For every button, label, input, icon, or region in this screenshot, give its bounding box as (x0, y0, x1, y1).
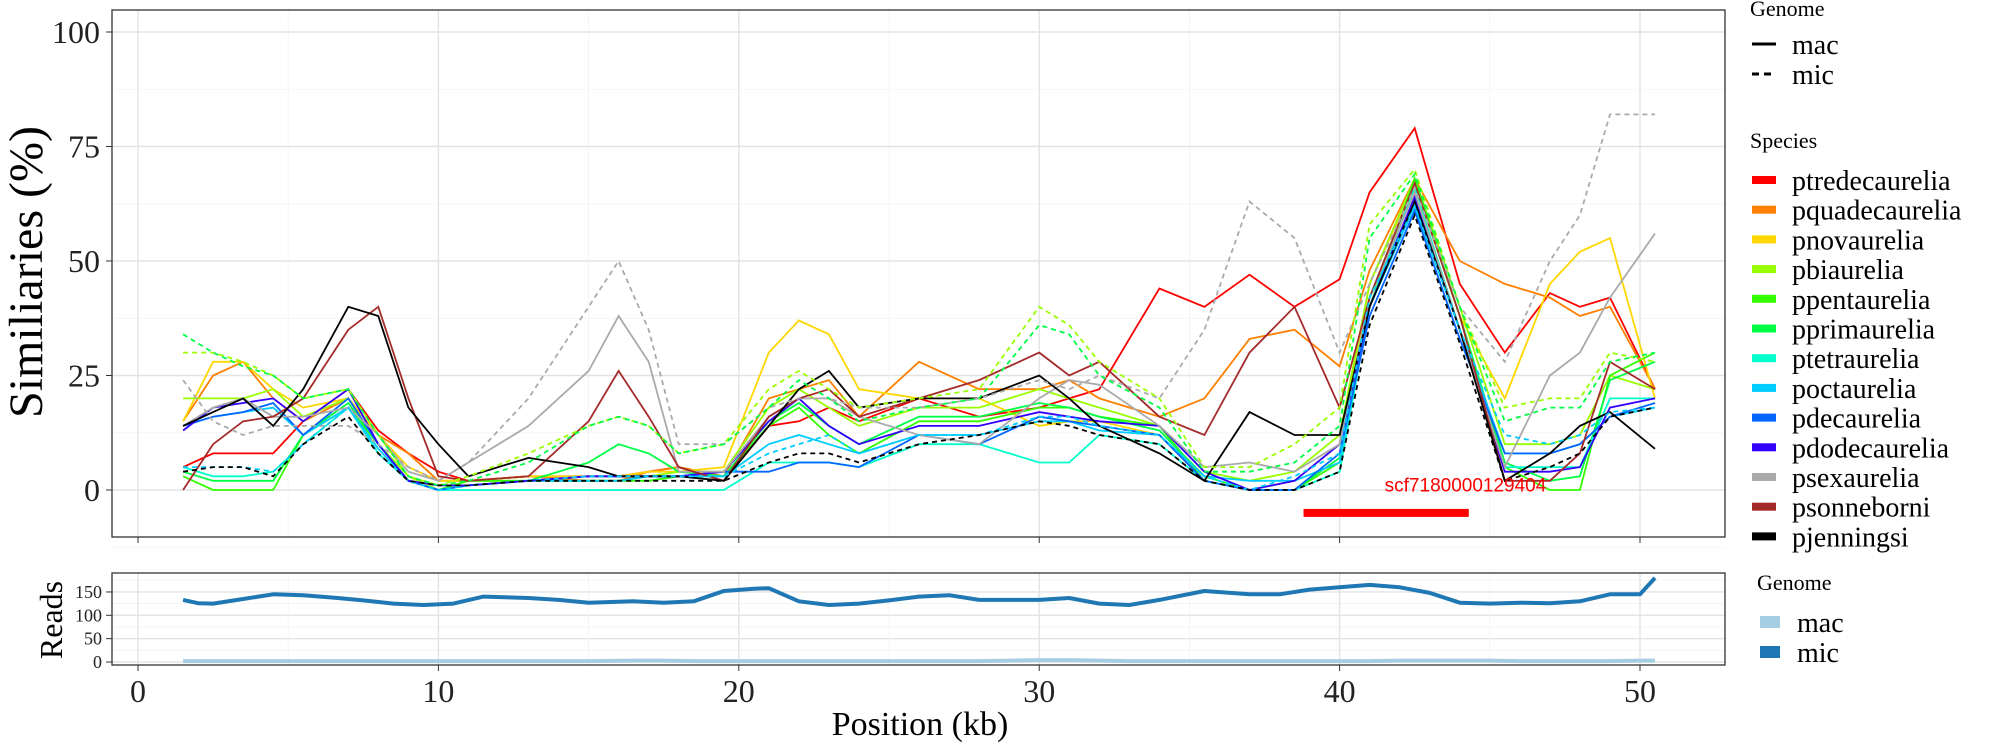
reads-y-label: Reads (33, 581, 69, 659)
legend-reads-label-mac: mac (1797, 608, 1844, 639)
y-tick-label: 0 (84, 472, 100, 508)
line-poctaurelia-mic (183, 203, 1656, 491)
line-pbiaurelia-mic (183, 167, 1656, 487)
legend-label-pdodecaurelia: pdodecaurelia (1792, 433, 1950, 464)
legend-label-mic: mic (1792, 60, 1834, 91)
legend-key-psonneborni (1752, 502, 1776, 511)
legend-label-poctaurelia: poctaurelia (1792, 374, 1917, 405)
legend-key-pdecaurelia (1752, 413, 1776, 422)
line-psexaurelia-mic (182, 113, 1655, 482)
reads-lines (182, 576, 1657, 664)
y-tick-label: 150 (75, 582, 102, 602)
similarity-grid (112, 10, 1725, 548)
legend-key-ptredecaurelia (1752, 176, 1776, 184)
y-tick-label: 50 (68, 243, 100, 279)
legend-species: ptredecaureliapquadecaureliapnovaureliap… (1752, 166, 1962, 553)
legend-label-pdecaurelia: pdecaurelia (1792, 404, 1922, 435)
y-tick-label: 75 (68, 129, 100, 165)
legend-label-pnovaurelia: pnovaurelia (1792, 225, 1925, 256)
legend-key-ptetraurelia (1752, 354, 1776, 363)
y-tick-label: 25 (68, 358, 100, 394)
x-tick-label: 50 (1624, 673, 1656, 709)
legend-key-pquadecaurelia (1752, 205, 1776, 214)
contig-annotation: scf7180000129404 (1303, 475, 1547, 517)
legend-key-pnovaurelia (1752, 235, 1776, 244)
legend-reads-label-mic: mic (1797, 638, 1839, 669)
x-tick-label: 0 (130, 673, 146, 709)
legend-genome-title: Genome (1750, 0, 1825, 21)
legend-reads-key-mac (1760, 616, 1780, 628)
legend-label-ptetraurelia: ptetraurelia (1792, 344, 1920, 375)
legend-key-psexaurelia (1752, 473, 1776, 481)
x-tick-label: 20 (723, 673, 755, 709)
x-tick-label: 40 (1324, 673, 1356, 709)
similarity-y-label: Similiaries (%) (0, 126, 53, 418)
contig-label: scf7180000129404 (1385, 475, 1547, 496)
legend-reads-title: Genome (1757, 570, 1832, 595)
legend-reads-genome: Genome mac mic (1757, 570, 1844, 669)
x-tick-label: 10 (422, 673, 454, 709)
x-axis-label: Position (kb) (832, 706, 1009, 743)
legend-key-pprimaurelia (1752, 324, 1776, 333)
line-pjenningsi-mic (182, 212, 1656, 491)
y-tick-label: 50 (84, 629, 102, 649)
reads-panel-border (111, 572, 1726, 666)
x-tick-label: 30 (1023, 673, 1055, 709)
legend-label-pquadecaurelia: pquadecaurelia (1792, 196, 1962, 227)
legend-label-psexaurelia: psexaurelia (1792, 463, 1920, 494)
y-tick-label: 0 (93, 652, 102, 672)
line-ptredecaurelia-mac (182, 126, 1656, 482)
line-pprimaurelia-mic (182, 172, 1656, 487)
legend-key-pjenningsi (1752, 532, 1776, 541)
legend-key-pbiaurelia (1752, 265, 1776, 274)
legend-label-ppentaurelia: ppentaurelia (1792, 285, 1931, 316)
legend-species-title: Species (1750, 128, 1817, 153)
reads-grid (112, 573, 1725, 665)
legend-label-pprimaurelia: pprimaurelia (1792, 315, 1936, 346)
similarity-y-ticks: 0 25 50 75 100 (52, 14, 112, 508)
similarity-panel-border (111, 9, 1726, 538)
legend-label-ptredecaurelia: ptredecaurelia (1792, 166, 1951, 197)
similarity-lines (182, 113, 1656, 491)
line-pbiaurelia-mac (183, 176, 1656, 491)
legend-key-pdodecaurelia (1752, 443, 1776, 452)
legend-key-ppentaurelia (1752, 294, 1776, 303)
line-pdodecaurelia-mac (182, 194, 1656, 491)
reads-line-mic (182, 576, 1657, 607)
line-pjenningsi-mac (182, 199, 1656, 483)
legend-key-poctaurelia (1752, 383, 1776, 392)
y-tick-label: 100 (75, 605, 102, 625)
legend-label-psonneborni: psonneborni (1792, 493, 1931, 524)
legend-reads-key-mic (1760, 646, 1780, 658)
contig-bar (1303, 508, 1469, 517)
reads-line-mac (183, 658, 1655, 664)
y-tick-label: 100 (52, 14, 100, 50)
legend-label-pbiaurelia: pbiaurelia (1792, 255, 1905, 286)
x-ticks: 0 10 20 30 40 50 (130, 537, 1656, 709)
legend-genome: Genome mac mic (1750, 0, 1839, 91)
line-ppentaurelia-mac (182, 175, 1656, 491)
reads-y-ticks: 0 50 100 150 (75, 582, 112, 672)
legend-label-mac: mac (1792, 30, 1839, 61)
legend-label-pjenningsi: pjenningsi (1792, 522, 1909, 553)
